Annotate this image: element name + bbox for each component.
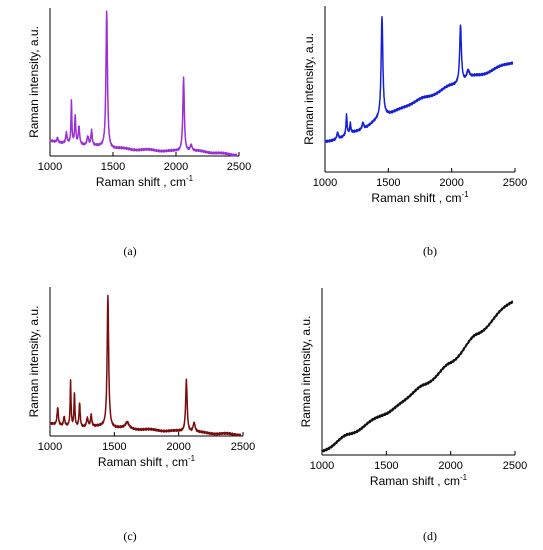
spectrum-line: [49, 294, 242, 437]
x-axis-label-text: Raman shift , cm: [96, 175, 186, 189]
x-tick-label: 1000: [313, 177, 337, 189]
x-tick-label: 1500: [102, 441, 126, 453]
x-axis-label-text: Raman shift , cm: [370, 474, 460, 488]
y-axis-label: Raman intensity, a.u.: [27, 306, 41, 418]
x-tick-label: 2500: [231, 441, 255, 453]
x-tick-label: 2500: [227, 161, 251, 173]
x-tick-label: 2500: [503, 177, 527, 189]
x-axis-label-superscript: -1: [461, 190, 469, 199]
x-tick-label: 1000: [310, 460, 334, 472]
x-tick-label: 2000: [166, 441, 190, 453]
spectrum-line: [321, 300, 514, 453]
x-axis-label: Raman shift , cm-1: [96, 174, 194, 189]
x-axis-label-superscript: -1: [186, 174, 194, 183]
x-tick-label: 2000: [438, 460, 462, 472]
panel-caption: (b): [423, 244, 437, 258]
x-axis-label: Raman shift , cm-1: [371, 190, 469, 205]
x-tick-label: 1500: [374, 460, 398, 472]
x-axis-label-superscript: -1: [460, 473, 468, 482]
spectrum-line: [49, 10, 238, 157]
y-axis-label: Raman intensity, a.u.: [302, 33, 316, 145]
x-axis-label-text: Raman shift , cm: [371, 191, 461, 205]
x-tick-label: 1000: [38, 161, 62, 173]
panel-caption: (d): [423, 529, 437, 543]
y-axis-label: Raman intensity, a.u.: [27, 26, 41, 138]
x-axis-label-superscript: -1: [188, 454, 196, 463]
x-axis-label: Raman shift , cm-1: [98, 454, 196, 469]
x-axis-label: Raman shift , cm-1: [370, 473, 468, 488]
x-tick-label: 1500: [101, 161, 125, 173]
y-axis-label: Raman intensity, a.u.: [299, 316, 313, 428]
x-tick-label: 2000: [164, 161, 188, 173]
panel-caption: (a): [123, 244, 136, 258]
x-tick-label: 2000: [439, 177, 463, 189]
x-tick-label: 2500: [503, 460, 527, 472]
x-tick-label: 1500: [376, 177, 400, 189]
panel-caption: (c): [123, 529, 136, 543]
spectrum-line: [324, 15, 514, 144]
x-axis-label-text: Raman shift , cm: [98, 455, 188, 469]
x-tick-label: 1000: [38, 441, 62, 453]
